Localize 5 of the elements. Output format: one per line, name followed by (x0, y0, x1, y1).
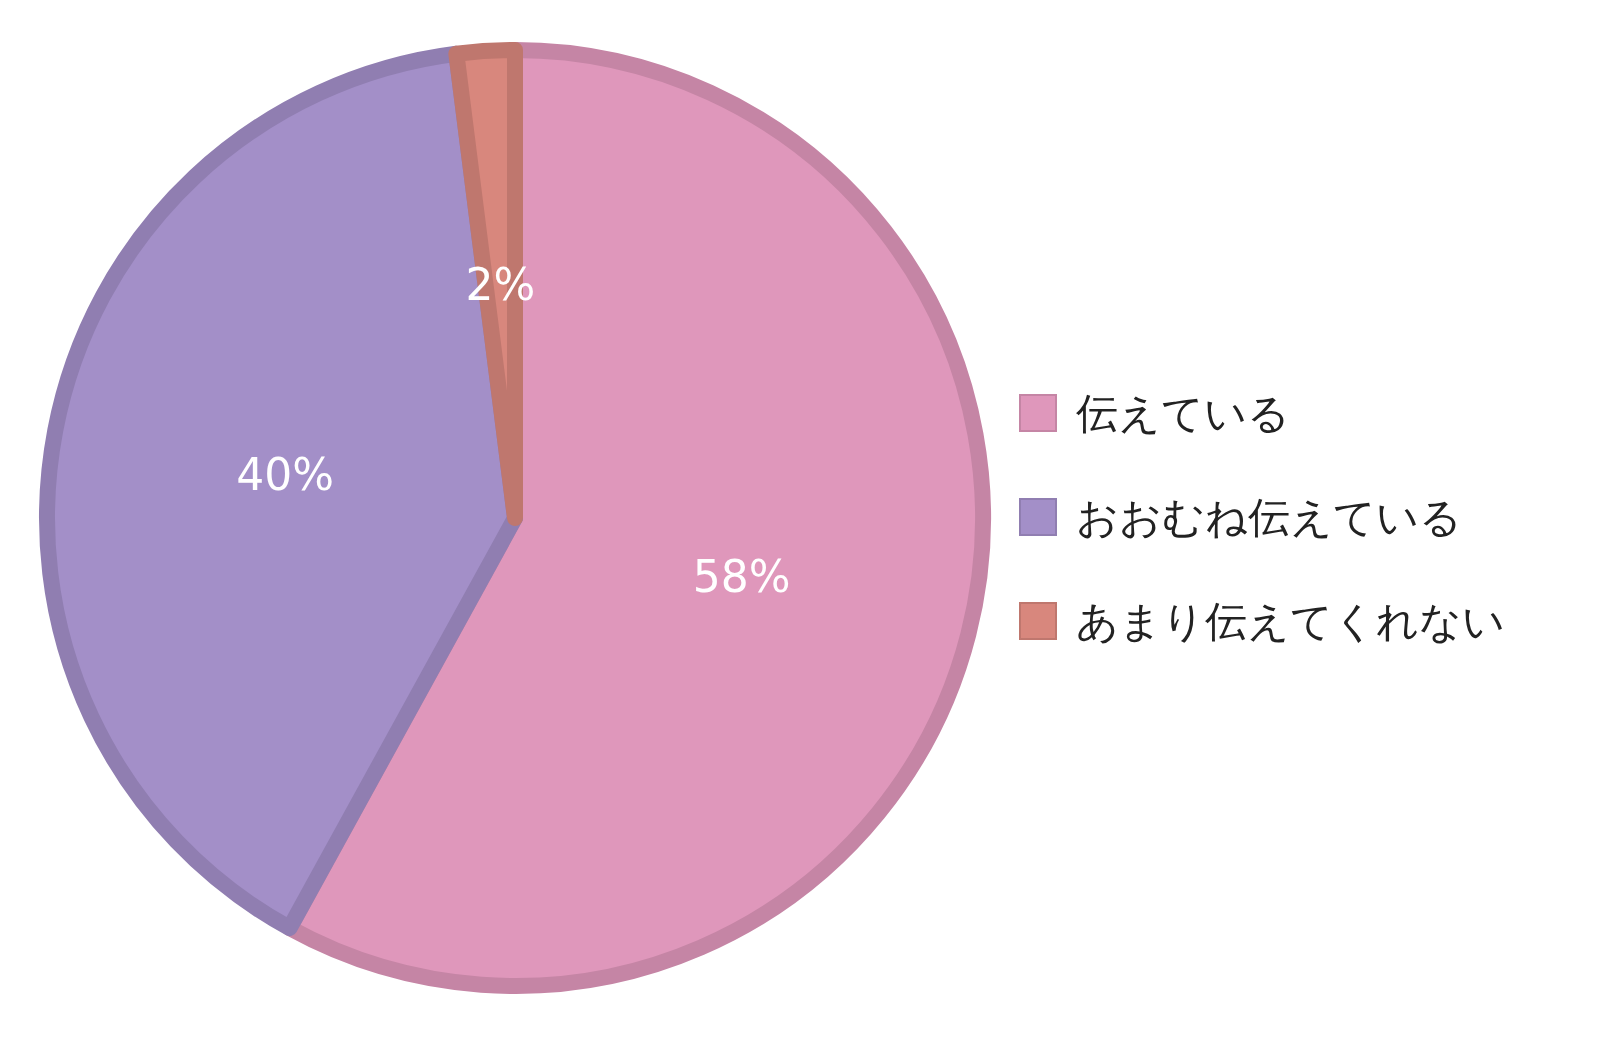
data-label: 58% (692, 550, 791, 602)
legend-label: おおむね伝えている (1076, 492, 1462, 542)
legend-label: あまり伝えてくれない (1076, 596, 1505, 646)
data-label: 40% (236, 448, 335, 500)
legend-label: 伝えている (1076, 388, 1290, 438)
